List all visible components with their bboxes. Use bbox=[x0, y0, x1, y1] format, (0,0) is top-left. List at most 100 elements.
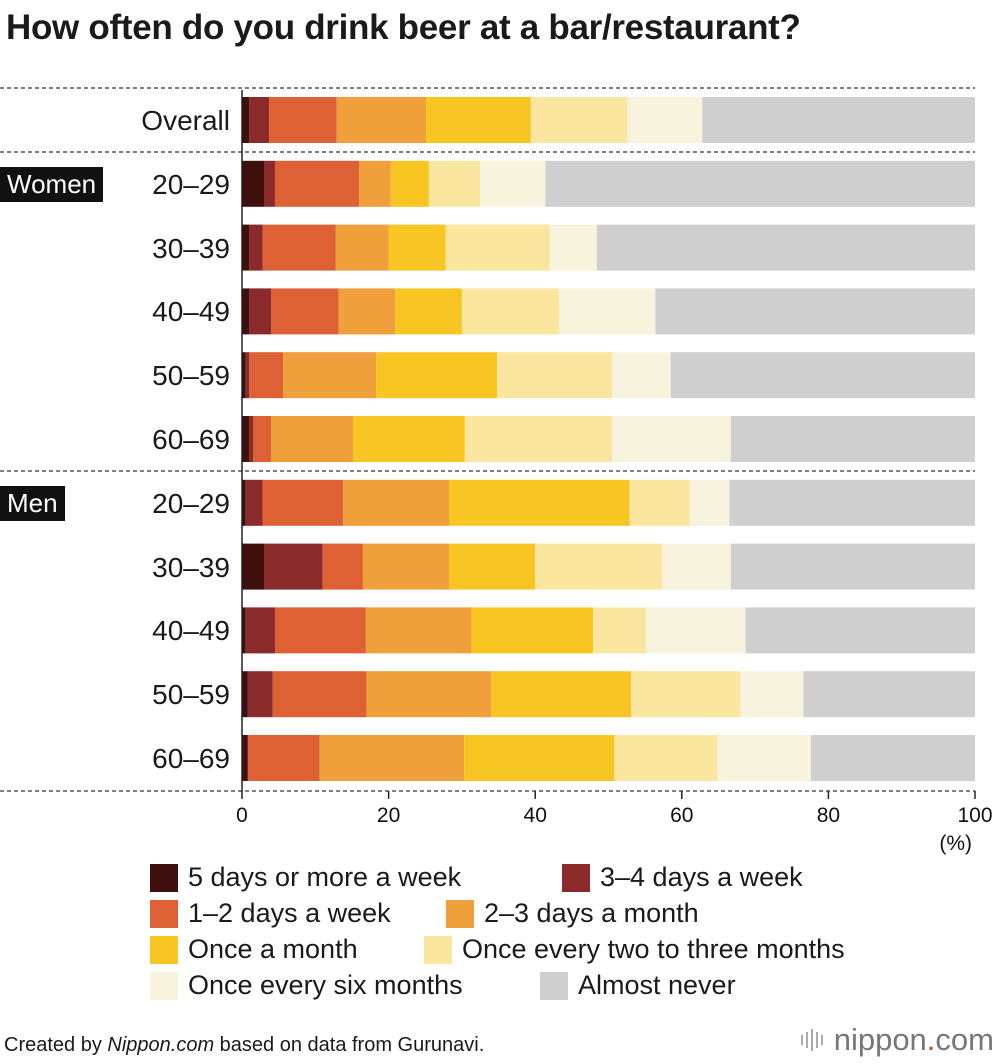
bar-segment-row3-s2 bbox=[271, 288, 339, 335]
bar-segment-row1-s6 bbox=[480, 160, 546, 207]
legend-label-5: Once every two to three months bbox=[462, 934, 845, 964]
group-label-women: Women bbox=[0, 166, 104, 202]
logo-bars-icon bbox=[800, 1029, 826, 1051]
legend-item-0: 5 days or more a week bbox=[150, 862, 461, 893]
bar-segment-row4-s2 bbox=[249, 352, 284, 399]
legend-swatch-3 bbox=[446, 899, 474, 928]
bar-segment-row2-s5 bbox=[445, 224, 550, 271]
bar-segment-row9-s1 bbox=[247, 671, 273, 718]
bar-segment-row4-s0 bbox=[242, 352, 246, 399]
bar-segment-row4-s1 bbox=[245, 352, 250, 399]
bar-segment-row4-s5 bbox=[497, 352, 613, 399]
bar-segment-row6-s2 bbox=[262, 479, 344, 526]
bar-segment-row5-s0 bbox=[242, 416, 250, 462]
bar-segment-row6-s3 bbox=[343, 479, 450, 526]
legend-item-3: 2–3 days a month bbox=[446, 898, 699, 929]
row-label-8: 40–49 bbox=[152, 615, 230, 647]
bar-segment-row7-s0 bbox=[242, 543, 264, 590]
bar-segment-row3-s7 bbox=[655, 288, 975, 335]
legend-swatch-0 bbox=[150, 863, 178, 892]
row-label-5: 60–69 bbox=[152, 424, 230, 455]
bar-segment-row2-s2 bbox=[262, 224, 336, 271]
bar-segment-row8-s7 bbox=[745, 607, 975, 654]
bar-segment-row10-s3 bbox=[319, 735, 465, 781]
bar-segment-row10-s0 bbox=[242, 735, 248, 781]
nippon-logo: nippon. com bbox=[800, 1022, 994, 1058]
legend-item-5: Once every two to three months bbox=[424, 934, 845, 965]
bar-segment-row0-s0 bbox=[242, 97, 250, 143]
bar-segment-row7-s1 bbox=[263, 543, 323, 590]
legend-swatch-6 bbox=[150, 971, 178, 1000]
bar-segment-row3-s3 bbox=[338, 288, 396, 335]
bar-segment-row0-s7 bbox=[702, 97, 975, 143]
bar-segment-row9-s6 bbox=[740, 671, 804, 718]
bar-segment-row4-s3 bbox=[283, 352, 377, 399]
bar-segment-row3-s6 bbox=[559, 288, 656, 335]
bar-segment-row0-s2 bbox=[269, 97, 337, 143]
row-label-9: 50–59 bbox=[152, 679, 230, 711]
bar-segment-row8-s3 bbox=[365, 607, 472, 654]
bar-segment-row2-s6 bbox=[549, 224, 597, 271]
bar-segment-row2-s3 bbox=[335, 224, 389, 271]
bar-segment-row1-s4 bbox=[390, 160, 429, 207]
bar-segment-row5-s5 bbox=[464, 416, 613, 462]
bar-segment-row7-s3 bbox=[362, 543, 450, 590]
bar-segment-row10-s7 bbox=[810, 735, 975, 781]
x-tick-label-100: 100 bbox=[957, 804, 992, 827]
row-label-7: 30–39 bbox=[152, 551, 230, 583]
bar-segment-row6-s0 bbox=[242, 479, 246, 526]
legend-label-1: 3–4 days a week bbox=[600, 862, 803, 892]
legend-swatch-1 bbox=[562, 863, 590, 892]
x-tick-label-80: 80 bbox=[817, 804, 840, 827]
bar-segment-row1-s5 bbox=[428, 160, 481, 207]
bar-segment-row4-s6 bbox=[612, 352, 671, 399]
bar-segment-row10-s2 bbox=[247, 735, 320, 781]
legend-item-6: Once every six months bbox=[150, 970, 463, 1001]
bar-segment-row6-s1 bbox=[245, 479, 263, 526]
bar-segment-row1-s3 bbox=[359, 160, 391, 207]
bar-segment-row4-s7 bbox=[670, 352, 975, 399]
bar-segment-row0-s1 bbox=[249, 97, 270, 143]
bar-segment-row7-s5 bbox=[535, 543, 663, 590]
legend-label-6: Once every six months bbox=[188, 970, 463, 1000]
legend-item-4: Once a month bbox=[150, 934, 358, 965]
x-unit-label: (%) bbox=[939, 832, 972, 855]
legend-swatch-2 bbox=[150, 899, 178, 928]
bar-segment-row3-s0 bbox=[242, 288, 250, 335]
bar-segment-row8-s5 bbox=[593, 607, 646, 654]
bar-segment-row3-s5 bbox=[461, 288, 560, 335]
legend-swatch-4 bbox=[150, 935, 178, 964]
legend-item-1: 3–4 days a week bbox=[562, 862, 803, 893]
bar-segment-row1-s1 bbox=[263, 160, 275, 207]
legend-label-2: 1–2 days a week bbox=[188, 898, 391, 928]
legend-swatch-7 bbox=[540, 971, 568, 1000]
brand-domain: com bbox=[935, 1022, 994, 1057]
bar-segment-row5-s7 bbox=[730, 416, 975, 462]
row-label-2: 30–39 bbox=[152, 232, 230, 264]
bar-segment-row2-s7 bbox=[596, 224, 975, 271]
bar-segment-row0-s5 bbox=[530, 97, 628, 143]
footer-source-site: Nippon.com bbox=[107, 1034, 215, 1056]
bar-segment-row2-s0 bbox=[242, 224, 250, 271]
bar-segment-row3-s4 bbox=[395, 288, 462, 335]
source-footer: Created by Nippon.com based on data from… bbox=[4, 1034, 484, 1057]
footer-prefix: Created by bbox=[4, 1034, 108, 1056]
stacked-bar-chart: 0 20 40 60 80 100 (%) bbox=[0, 87, 993, 855]
row-label-6: 20–29 bbox=[152, 487, 230, 519]
bar-segment-row5-s4 bbox=[353, 416, 465, 462]
legend-label-4: Once a month bbox=[188, 934, 358, 964]
bar-segment-row2-s1 bbox=[249, 224, 263, 271]
bar-segment-row5-s6 bbox=[612, 416, 731, 462]
legend-item-7: Almost never bbox=[540, 970, 736, 1001]
bar-segment-row9-s0 bbox=[242, 671, 248, 718]
legend-item-2: 1–2 days a week bbox=[150, 898, 391, 929]
bar-segment-row8-s6 bbox=[645, 607, 746, 654]
bar-segment-row7-s6 bbox=[662, 543, 731, 590]
bar-segment-row7-s2 bbox=[322, 543, 363, 590]
bar-segment-row7-s4 bbox=[449, 543, 536, 590]
bar-segment-row9-s2 bbox=[272, 671, 367, 718]
row-label-3: 40–49 bbox=[152, 296, 230, 328]
row-label-0: Overall bbox=[141, 105, 230, 136]
bar-segment-row8-s1 bbox=[245, 607, 275, 654]
bar-segment-row1-s2 bbox=[274, 160, 360, 207]
